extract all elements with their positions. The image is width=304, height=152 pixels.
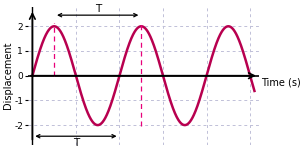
Y-axis label: Displacement: Displacement	[3, 42, 13, 109]
Text: T: T	[95, 4, 101, 14]
Text: Time (s): Time (s)	[261, 78, 301, 88]
Text: T: T	[73, 138, 79, 148]
